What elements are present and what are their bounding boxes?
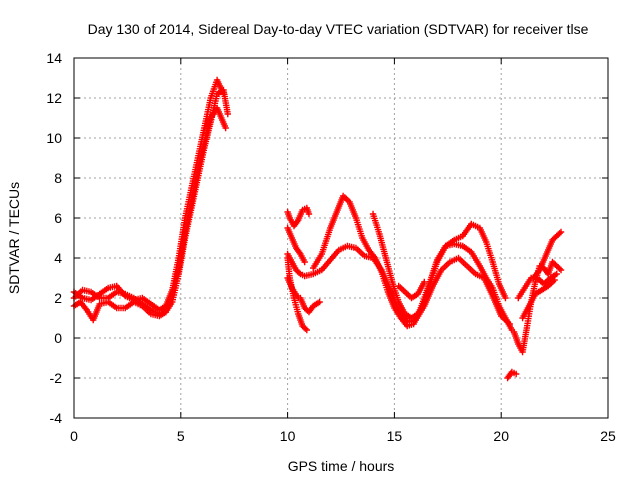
y-tick-label: 8 — [54, 170, 62, 186]
series-track-1 — [70, 76, 227, 314]
x-tick-labels: 0 5 10 15 20 25 — [70, 428, 616, 444]
data-point — [316, 298, 323, 306]
data-point — [556, 230, 563, 237]
x-tick-label: 5 — [177, 428, 185, 444]
chart-title: Day 130 of 2014, Sidereal Day-to-day VTE… — [88, 21, 589, 37]
series-track-7 — [284, 224, 308, 266]
data-point — [303, 326, 311, 334]
series-track-12 — [395, 278, 428, 302]
y-tick-label: 6 — [54, 210, 62, 226]
y-tick-label: 0 — [54, 330, 62, 346]
x-axis-label: GPS time / hours — [288, 458, 395, 474]
data-point — [553, 270, 560, 278]
series-track-9 — [297, 294, 323, 316]
plot-frame — [73, 57, 609, 419]
series-track-13 — [504, 368, 520, 382]
data-point — [421, 278, 428, 286]
y-tick-labels: -4 -2 0 2 4 6 8 10 12 14 — [46, 50, 62, 426]
series-track-16 — [530, 228, 565, 282]
y-tick-label: 12 — [46, 90, 62, 106]
x-tick-label: 10 — [280, 428, 296, 444]
y-tick-label: 14 — [46, 50, 62, 66]
data-point — [302, 325, 309, 332]
data-point — [557, 266, 565, 274]
data-point — [305, 210, 313, 218]
y-tick-label: -2 — [50, 370, 63, 386]
y-tick-label: -4 — [50, 410, 63, 426]
data-point — [512, 370, 520, 378]
grid-lines — [74, 58, 608, 418]
y-axis-label: SDTVAR / TECUs — [6, 182, 22, 294]
data-points — [70, 76, 565, 382]
series-track-3 — [70, 86, 231, 318]
data-point — [295, 269, 303, 276]
y-tick-label: 4 — [54, 250, 62, 266]
data-point — [224, 110, 231, 118]
data-point — [502, 294, 509, 302]
data-point — [301, 258, 308, 266]
series-track-4 — [284, 204, 313, 230]
axis-ticks — [73, 57, 609, 419]
y-tick-label: 10 — [46, 130, 62, 146]
x-tick-label: 0 — [70, 428, 78, 444]
x-tick-label: 25 — [600, 428, 616, 444]
series-track-11 — [369, 210, 516, 334]
y-tick-label: 2 — [54, 290, 62, 306]
series-track-17 — [519, 276, 558, 322]
x-tick-label: 20 — [493, 428, 509, 444]
data-point — [556, 265, 563, 272]
x-tick-label: 15 — [387, 428, 403, 444]
data-point — [222, 124, 229, 132]
data-point — [557, 228, 565, 236]
data-point — [551, 276, 558, 284]
